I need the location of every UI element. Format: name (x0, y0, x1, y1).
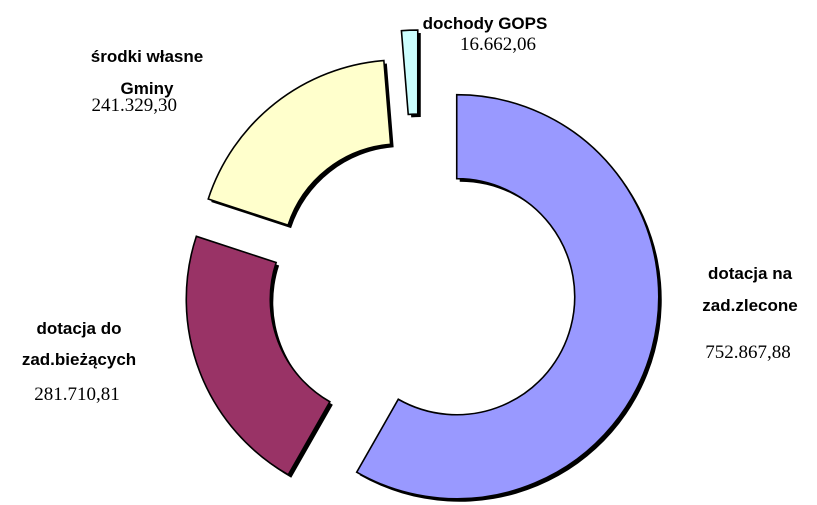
slice-value-dotacja-do-zad-biezacych: 281.710,81 (34, 384, 120, 405)
slice-label-srodki-wlasne-gminy-line-2: Gminy (121, 79, 174, 98)
slice-value-srodki-wlasne-gminy: 241.329,30 (92, 95, 178, 116)
slice-label-dotacja-na-zad-zlecone-line-1: dotacja na (708, 264, 793, 283)
slice-value-dochody-gops: 16.662,06 (460, 34, 536, 55)
slice-label-dochody-gops-line-1: dochody GOPS (423, 14, 548, 33)
slice-srodki-wlasne-gminy (207, 59, 392, 227)
slice-value-dotacja-na-zad-zlecone: 752.867,88 (705, 342, 791, 363)
slice-label-dotacja-do-zad-biezacych-line-2: zad.bieżących (22, 350, 136, 369)
slice-dochody-gops (400, 29, 419, 116)
slice-label-srodki-wlasne-gminy-line-1: środki własne (91, 47, 203, 66)
slice-label-dotacja-do-zad-biezacych-line-1: dotacja do (36, 319, 121, 338)
slice-dotacja-do-zad-biezacych (185, 235, 331, 476)
slice-dotacja-na-zad-zlecone (355, 93, 660, 500)
slice-label-dotacja-na-zad-zlecone-line-2: zad.zlecone (702, 296, 797, 315)
